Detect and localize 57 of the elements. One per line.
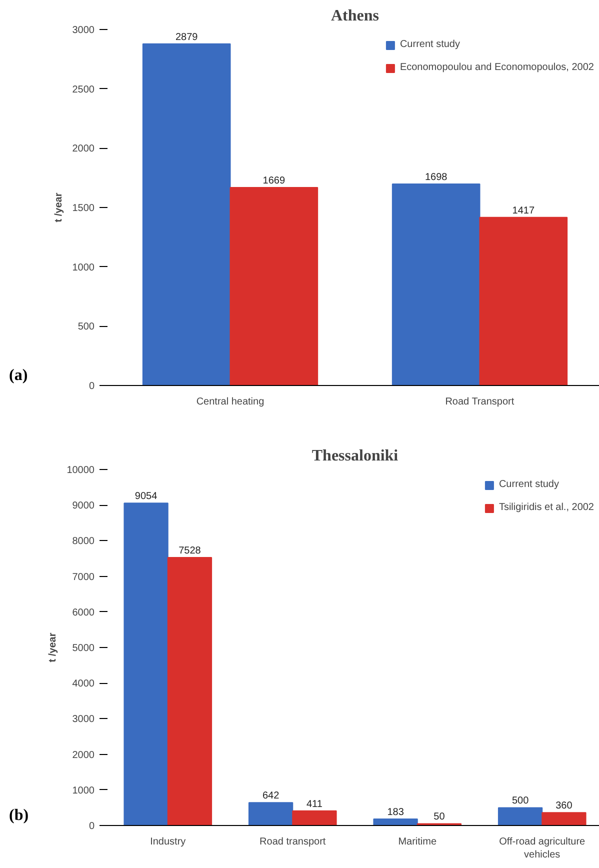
data-label: 1669 <box>262 175 286 186</box>
chart-title: Thessaloniki <box>312 448 399 464</box>
data-label: 7528 <box>178 546 202 557</box>
x-tick-label: Off-road agriculture vehicles <box>499 836 586 861</box>
data-label: 1417 <box>512 205 535 216</box>
y-tick-label: 500 <box>78 322 95 333</box>
y-tick-label: 3000 <box>72 714 95 726</box>
legend-label: Current study <box>400 39 460 50</box>
x-tick-label: Industry <box>150 836 186 848</box>
data-label: 50 <box>434 812 446 823</box>
bar <box>479 216 568 386</box>
y-tick-label: 1000 <box>72 262 95 274</box>
y-tick-label: 2500 <box>72 84 95 96</box>
data-label: 2879 <box>175 32 198 43</box>
y-tick-label: 0 <box>88 821 95 832</box>
bar <box>373 818 418 826</box>
x-tick-label: Maritime <box>398 836 437 848</box>
y-tick-label: 1500 <box>72 203 95 214</box>
bar <box>292 810 337 826</box>
y-tick-label: 6000 <box>72 607 95 618</box>
y-tick-label: 8000 <box>72 536 95 548</box>
bar <box>542 812 586 826</box>
data-label: 183 <box>387 806 404 818</box>
y-tick-label: 9000 <box>72 500 95 512</box>
y-tick-label: 10000 <box>66 465 95 476</box>
bar <box>498 807 543 826</box>
y-tick-label: 5000 <box>72 643 95 654</box>
bar <box>230 186 318 386</box>
chart-title: Athens <box>330 8 380 24</box>
text: (a) <box>9 366 28 386</box>
x-tick-label: Central heating <box>196 396 264 408</box>
bar <box>124 502 168 826</box>
y-tick-label: 3000 <box>72 25 95 36</box>
y-tick-label: 2000 <box>72 144 95 155</box>
legend-label: Tsiligiridis et al., 2002 <box>498 502 594 513</box>
y-tick-label: 7000 <box>72 572 95 583</box>
data-label: 411 <box>306 798 323 810</box>
data-label: 9054 <box>134 491 158 502</box>
data-label: 500 <box>512 796 530 807</box>
x-tick-label: Road transport <box>260 836 326 848</box>
bar <box>392 184 480 386</box>
bar <box>142 43 231 386</box>
y-tick-label: 0 <box>88 381 95 392</box>
y-tick-label: 1000 <box>72 785 95 796</box>
data-label: 1698 <box>424 172 448 184</box>
y-axis-title: t /year <box>48 632 59 662</box>
legend-label: Economopoulou and Economopoulos, 2002 <box>400 62 594 73</box>
text: (b) <box>9 806 29 826</box>
y-tick-label: 2000 <box>72 750 95 761</box>
x-tick-label: Road Transport <box>445 396 514 408</box>
bar <box>248 802 294 826</box>
data-label: 642 <box>262 790 280 802</box>
legend-label: Current study <box>498 479 559 490</box>
y-tick-label: 4000 <box>72 678 95 690</box>
y-axis-title: t /year <box>53 192 64 222</box>
bar <box>167 557 212 826</box>
data-label: 360 <box>556 800 573 812</box>
